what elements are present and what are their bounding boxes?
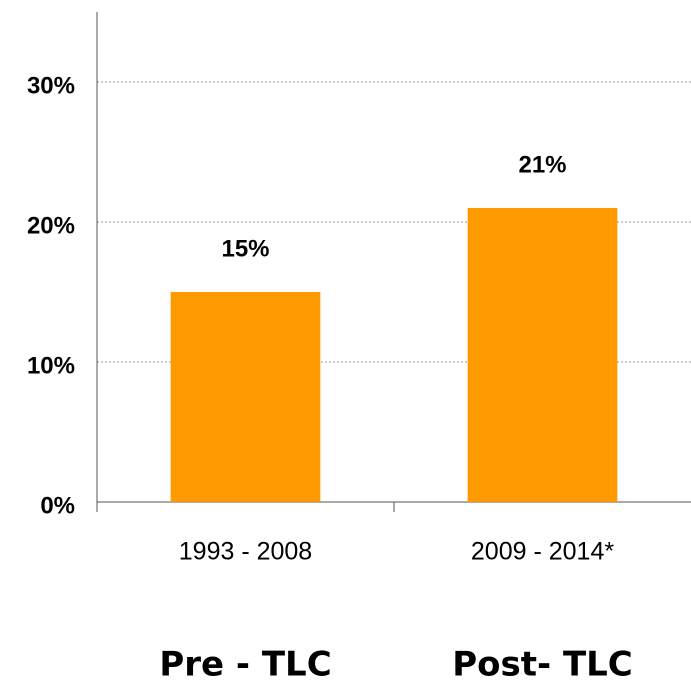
bar [170,292,321,502]
x-tick-label: 1993 - 2008 [179,538,312,566]
x-tick-label: 2009 - 2014* [471,538,614,566]
group-label: Pre - TLC [159,645,331,685]
y-tick-label: 10% [27,352,75,379]
value-label: 15% [221,235,269,262]
y-tick-label: 20% [27,212,75,239]
y-tick-label: 30% [27,72,75,99]
group-label: Post- TLC [452,645,633,685]
value-label: 21% [518,151,566,178]
bar [467,208,618,502]
y-tick-label: 0% [40,492,75,519]
